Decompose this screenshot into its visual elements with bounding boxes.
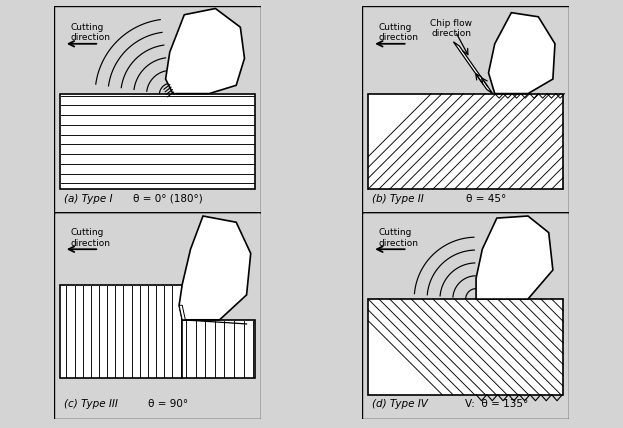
Polygon shape: [488, 13, 555, 94]
Text: Cutting
direction: Cutting direction: [379, 229, 419, 248]
Text: θ = 90°: θ = 90°: [148, 399, 188, 409]
Text: Cutting
tool: Cutting tool: [507, 247, 541, 268]
Text: (b) Type II: (b) Type II: [373, 193, 424, 204]
Bar: [60, 285, 182, 378]
Bar: [182, 320, 255, 378]
Polygon shape: [179, 305, 185, 320]
Text: (d) Type IV: (d) Type IV: [373, 399, 428, 409]
Text: (a) Type I: (a) Type I: [64, 193, 112, 204]
Text: θ = 45°: θ = 45°: [467, 193, 506, 204]
Text: Chip flow
direction: Chip flow direction: [430, 19, 472, 38]
Text: Cutting
tool: Cutting tool: [199, 48, 232, 68]
Text: Cutting
direction: Cutting direction: [70, 229, 110, 248]
Polygon shape: [166, 9, 244, 94]
Polygon shape: [454, 42, 493, 94]
Polygon shape: [476, 216, 553, 299]
Bar: [368, 94, 563, 189]
Polygon shape: [179, 216, 250, 320]
Text: V:  θ = 135°: V: θ = 135°: [465, 399, 528, 409]
Bar: [60, 94, 255, 189]
Bar: [368, 299, 563, 395]
Text: Cutting
tool: Cutting tool: [518, 48, 551, 68]
Text: (c) Type III: (c) Type III: [64, 399, 118, 409]
Text: θ = 0° (180°): θ = 0° (180°): [133, 193, 202, 204]
Text: Cutting
direction: Cutting direction: [70, 23, 110, 42]
Text: Cutting
tool: Cutting tool: [209, 254, 242, 274]
Text: Cutting
direction: Cutting direction: [379, 23, 419, 42]
